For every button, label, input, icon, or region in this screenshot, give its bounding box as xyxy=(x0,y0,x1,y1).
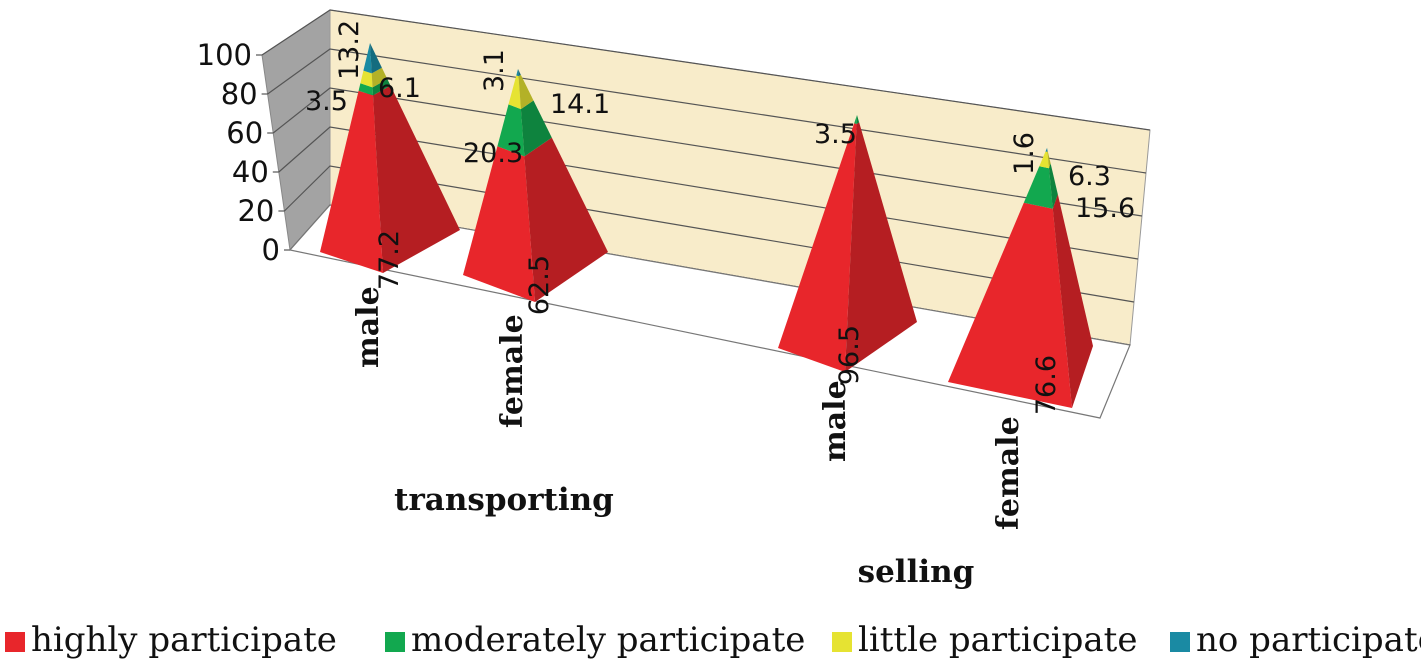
data-label: 6.1 xyxy=(378,73,421,104)
pyramid-face-side xyxy=(1047,151,1051,169)
y-tick-label: 40 xyxy=(232,155,269,189)
pyramid-face-front xyxy=(854,115,857,124)
gridline xyxy=(267,48,1147,174)
legend-item: little participate xyxy=(832,620,1137,660)
pyramid-face-front xyxy=(508,75,521,110)
data-label: 3.5 xyxy=(814,119,857,150)
legend-swatch xyxy=(1170,632,1190,652)
group-labels: transporting selling xyxy=(394,482,974,590)
data-label-highly: 77.2 xyxy=(374,230,405,290)
gridline xyxy=(261,9,1151,131)
category-label-female: female xyxy=(495,314,530,428)
pyramid-face-front xyxy=(1039,151,1049,169)
legend-label: moderately participate xyxy=(411,620,806,660)
legend-swatch xyxy=(5,632,25,652)
legend: highly participate moderately participate… xyxy=(0,612,1421,667)
data-label-highly: 62.5 xyxy=(524,255,555,315)
legend-item: moderately participate xyxy=(385,620,805,660)
data-label: 6.3 xyxy=(1068,161,1111,192)
legend-swatch xyxy=(385,632,405,652)
y-tick-label: 60 xyxy=(226,116,263,150)
legend-label: no participate xyxy=(1196,620,1421,660)
data-label: 14.1 xyxy=(550,89,610,120)
data-label: 3.1 xyxy=(479,49,510,92)
pyramid-face-front xyxy=(363,43,372,74)
group-label-transporting: transporting xyxy=(394,482,614,518)
pyramid-face-front xyxy=(358,83,373,96)
pyramid-face-side xyxy=(1049,163,1058,209)
pyramid-series xyxy=(320,43,1093,408)
pyramid-face-side xyxy=(1047,147,1048,152)
data-labels: 77.2 62.5 96.5 76.6 3.5 6.1 13.2 20.3 14.1 3.1 3.5… xyxy=(305,20,1135,415)
category-labels: male female male female xyxy=(351,286,1026,530)
category-label-female: female xyxy=(991,416,1026,530)
legend-swatch xyxy=(832,632,852,652)
y-tick-label: 0 xyxy=(262,233,280,267)
pyramid-face-side xyxy=(372,79,391,96)
pyramid-face-side xyxy=(373,85,460,273)
y-tick-label: 100 xyxy=(197,38,252,72)
pyramid-face-front xyxy=(320,90,383,273)
pyramid-face-side xyxy=(518,69,521,77)
legend-item: highly participate xyxy=(5,620,337,660)
data-label: 15.6 xyxy=(1075,193,1135,224)
legend-item: no participate xyxy=(1170,620,1421,660)
data-label-highly: 76.6 xyxy=(1031,355,1062,415)
pyramid-face-front xyxy=(948,202,1072,408)
pyramid-face-side xyxy=(371,67,388,88)
data-label: 20.3 xyxy=(463,138,523,169)
pyramid-face-side xyxy=(845,122,917,372)
y-axis-ticks: 0 20 40 60 80 100 xyxy=(197,38,280,267)
pyramid-face-front xyxy=(463,146,535,302)
group-label-selling: selling xyxy=(858,554,975,590)
y-tick-label: 20 xyxy=(237,194,274,228)
pyramid-face-front xyxy=(1045,147,1048,152)
data-label-highly: 96.5 xyxy=(834,325,865,385)
pyramid-face-side xyxy=(370,43,382,74)
pyramid-face-front xyxy=(360,70,373,88)
chart-canvas: 0 20 40 60 80 100 77.2 62.5 96.5 76.6 3.5 6.1 13.2 2… xyxy=(197,9,1151,590)
pyramid-face-front xyxy=(516,69,519,77)
y-tick-label: 80 xyxy=(221,77,258,111)
pyramid-face-side xyxy=(1052,194,1093,408)
pyramid-face-side xyxy=(518,74,534,110)
pyramid-face-front xyxy=(1023,166,1053,209)
pyramid-face-side xyxy=(524,137,608,302)
category-label-male: male xyxy=(351,286,386,368)
data-label: 13.2 xyxy=(334,20,365,80)
pyramid-face-side xyxy=(520,100,552,157)
pyramid-face-side xyxy=(856,115,860,124)
pyramid-face-front xyxy=(778,123,857,372)
data-label: 3.5 xyxy=(305,86,348,117)
category-label-male: male xyxy=(818,380,853,462)
pyramid-face-front xyxy=(497,104,525,157)
data-label: 1.6 xyxy=(1009,132,1040,175)
legend-label: little participate xyxy=(858,620,1138,660)
legend-label: highly participate xyxy=(31,620,337,660)
